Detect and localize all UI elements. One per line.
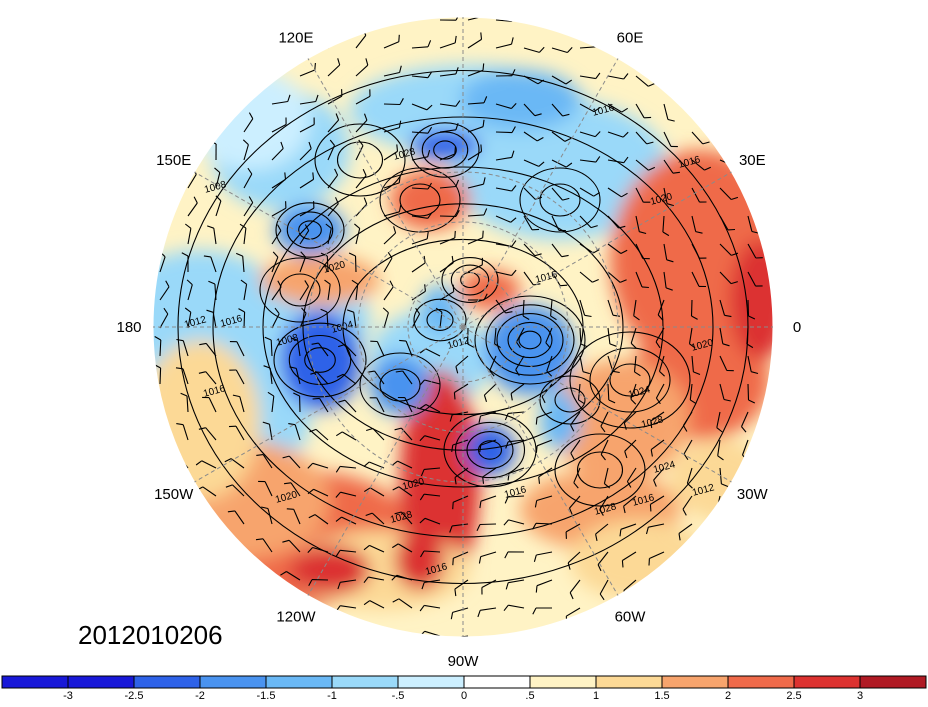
anomaly-blob bbox=[460, 270, 520, 310]
anomaly-blob bbox=[485, 305, 575, 395]
colorbar-swatch bbox=[728, 676, 794, 688]
colorbar-swatch bbox=[332, 676, 398, 688]
longitude-label: 0 bbox=[793, 319, 801, 336]
longitude-label: 30W bbox=[737, 486, 769, 503]
anomaly-blob bbox=[275, 205, 345, 255]
colorbar-tick-label: 1.5 bbox=[654, 690, 669, 702]
longitude-label: 60W bbox=[615, 608, 647, 625]
colorbar-tick-label: -2 bbox=[195, 690, 205, 702]
colorbar-swatch bbox=[266, 676, 332, 688]
colorbar-swatch bbox=[662, 676, 728, 688]
colorbar: -3 -2.5 -2 -1.5 -1 -.5 0 .5 1 1.5 2 2.5 3 bbox=[2, 676, 926, 702]
colorbar-swatch bbox=[2, 676, 68, 688]
longitude-label: 30E bbox=[739, 152, 766, 169]
colorbar-tick-label: -.5 bbox=[392, 690, 405, 702]
longitude-label: 90E bbox=[450, 0, 477, 2]
colorbar-swatch bbox=[200, 676, 266, 688]
colorbar-swatch bbox=[530, 676, 596, 688]
colorbar-swatch bbox=[398, 676, 464, 688]
longitude-label: 180 bbox=[116, 319, 141, 336]
anomaly-blob bbox=[140, 340, 260, 500]
anomaly-blob bbox=[290, 545, 370, 595]
colorbar-swatch bbox=[134, 676, 200, 688]
colorbar-tick-label: 0 bbox=[461, 690, 467, 702]
colorbar-tick-label: -1.5 bbox=[257, 690, 276, 702]
date-label: 2012010206 bbox=[78, 620, 223, 651]
colorbar-tick-label: -1 bbox=[327, 690, 337, 702]
longitude-label: 150E bbox=[156, 152, 191, 169]
anomaly-blob bbox=[370, 355, 430, 415]
colorbar-tick-label: 2 bbox=[725, 690, 731, 702]
anomaly-blob bbox=[570, 520, 710, 600]
anomaly-blob bbox=[460, 70, 580, 130]
longitude-label: 120E bbox=[278, 30, 313, 47]
colorbar-swatch bbox=[794, 676, 860, 688]
colorbar-swatch bbox=[464, 676, 530, 688]
colorbar-swatch bbox=[68, 676, 134, 688]
longitude-label: 60E bbox=[617, 30, 644, 47]
longitude-label: 90W bbox=[448, 653, 480, 670]
colorbar-tick-label: 1 bbox=[593, 690, 599, 702]
colorbar-swatch bbox=[860, 676, 926, 688]
colorbar-tick-label: 3 bbox=[857, 690, 863, 702]
colorbar-tick-label: 2.5 bbox=[786, 690, 801, 702]
colorbar-tick-label: -3 bbox=[63, 690, 73, 702]
colorbar-tick-label: -2.5 bbox=[125, 690, 144, 702]
anomaly-blob bbox=[410, 130, 480, 160]
anomaly-blob bbox=[190, 70, 310, 170]
colorbar-tick-label: .5 bbox=[525, 690, 534, 702]
longitude-label: 150W bbox=[154, 486, 194, 503]
longitude-label: 120W bbox=[276, 608, 316, 625]
colorbar-swatch bbox=[596, 676, 662, 688]
